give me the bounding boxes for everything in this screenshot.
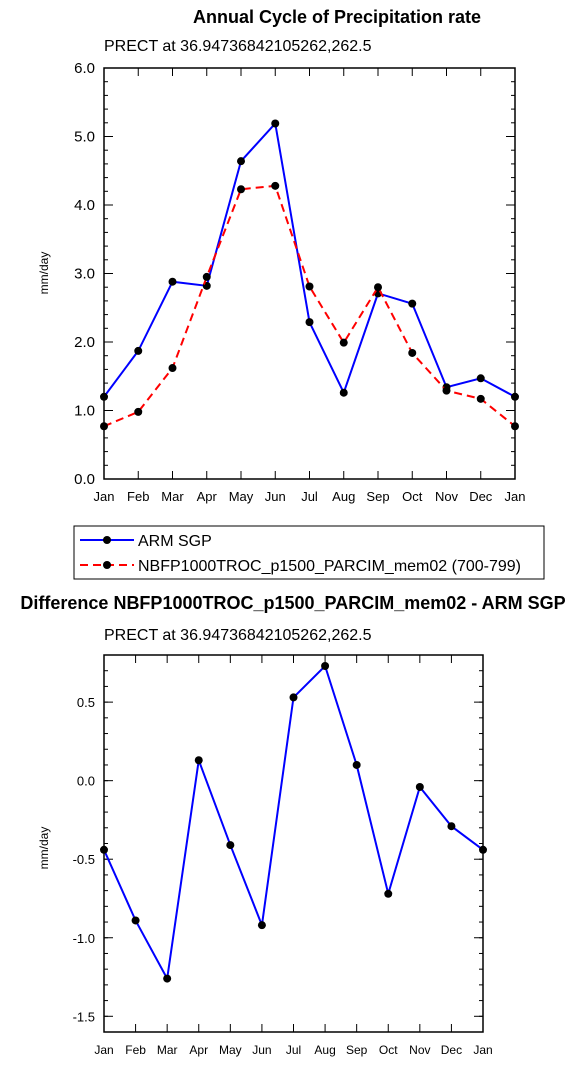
- x-tick-label: Apr: [197, 489, 218, 504]
- data-point: [237, 157, 245, 166]
- legend-marker-model: [103, 561, 111, 569]
- x-tick-label: May: [229, 489, 254, 504]
- data-point: [237, 185, 245, 194]
- y-tick-label: 0.5: [77, 695, 95, 710]
- x-tick-label: May: [219, 1043, 242, 1057]
- chart1-legend: ARM SGP NBFP1000TROC_p1500_PARCIM_mem02 …: [73, 525, 545, 580]
- data-point: [305, 282, 314, 291]
- x-tick-label: Oct: [402, 489, 423, 504]
- data-point: [134, 407, 143, 416]
- x-tick-label: Jan: [94, 489, 115, 504]
- chart1-plot-area: Jan Feb Mar Apr May Jun Jul Aug Sep Oct Nov Dec Jan0…: [74, 60, 525, 504]
- y-tick-label: -0.5: [73, 852, 95, 867]
- x-tick-label: Jul: [286, 1043, 301, 1057]
- x-tick-label: Oct: [379, 1043, 398, 1057]
- y-tick-label: 0.0: [77, 774, 95, 789]
- x-tick-label: Nov: [435, 489, 459, 504]
- y-tick-label: 2.0: [74, 334, 95, 351]
- data-point: [321, 661, 330, 670]
- x-tick-label: Jan: [505, 489, 526, 504]
- y-tick-label: 6.0: [74, 60, 95, 77]
- data-point: [374, 283, 382, 292]
- data-point: [476, 394, 485, 403]
- chart1-subtitle: PRECT at 36.94736842105262,262.5: [104, 38, 372, 55]
- x-tick-label: Mar: [161, 489, 184, 504]
- data-point: [511, 392, 519, 401]
- y-tick-label: 1.0: [74, 403, 95, 420]
- series-line-0: [103, 664, 484, 982]
- y-tick-label: 5.0: [74, 129, 95, 146]
- data-point: [271, 181, 280, 190]
- data-point: [447, 822, 456, 831]
- x-tick-label: Aug: [332, 489, 355, 504]
- x-tick-label: Dec: [469, 489, 493, 504]
- data-point: [202, 272, 211, 281]
- x-tick-label: Jan: [94, 1043, 113, 1057]
- x-tick-label: Jul: [301, 489, 318, 504]
- chart2-subtitle: PRECT at 36.94736842105262,262.5: [104, 627, 372, 644]
- data-point: [100, 392, 108, 401]
- data-point: [100, 422, 108, 431]
- chart2-ylabel: mm/day: [37, 827, 51, 870]
- data-point: [168, 277, 177, 286]
- data-point: [339, 388, 348, 397]
- x-tick-label: Sep: [366, 489, 389, 504]
- data-point: [339, 338, 348, 347]
- x-tick-label: Feb: [127, 489, 149, 504]
- legend-marker-arm-sgp: [103, 536, 111, 544]
- data-point: [226, 841, 235, 850]
- y-tick-label: 0.0: [74, 471, 95, 488]
- plot-frame: [103, 654, 484, 1033]
- data-point: [384, 889, 393, 898]
- series-line-0: [103, 121, 516, 398]
- legend-label-arm-sgp: ARM SGP: [138, 533, 212, 550]
- data-point: [511, 422, 519, 431]
- data-point: [168, 364, 177, 373]
- data-point: [305, 318, 314, 327]
- data-point: [100, 845, 108, 854]
- data-point: [163, 974, 172, 983]
- x-tick-label: Aug: [314, 1043, 335, 1057]
- x-tick-label: Nov: [409, 1043, 430, 1057]
- data-point: [408, 348, 417, 357]
- data-point: [257, 921, 266, 930]
- y-tick-label: -1.5: [73, 1009, 95, 1024]
- x-tick-label: Jun: [252, 1043, 271, 1057]
- data-point: [442, 386, 451, 395]
- data-point: [479, 845, 487, 854]
- legend-label-model: NBFP1000TROC_p1500_PARCIM_mem02 (700-799…: [138, 558, 521, 575]
- chart1-ylabel: mm/day: [37, 252, 51, 295]
- plot-frame: [103, 67, 516, 480]
- data-point: [271, 119, 280, 128]
- chart2-plot-area: Jan Feb Mar Apr May Jun Jul Aug Sep Oct Nov Dec Jan -…: [73, 654, 493, 1057]
- series-line-1: [103, 184, 516, 428]
- data-point: [352, 760, 361, 769]
- data-point: [408, 299, 417, 308]
- x-tick-label: Sep: [346, 1043, 368, 1057]
- x-tick-label: Jan: [473, 1043, 492, 1057]
- y-tick-label: -1.0: [73, 931, 95, 946]
- x-tick-label: Mar: [157, 1043, 178, 1057]
- x-tick-label: Apr: [189, 1043, 208, 1057]
- data-point: [476, 374, 485, 383]
- y-tick-label: 4.0: [74, 197, 95, 214]
- data-point: [134, 346, 143, 355]
- chart1-title: Annual Cycle of Precipitation rate: [193, 7, 481, 27]
- legend-box: [73, 525, 545, 580]
- x-tick-label: Dec: [441, 1043, 462, 1057]
- x-tick-label: Jun: [265, 489, 286, 504]
- data-point: [415, 782, 424, 791]
- x-tick-label: Feb: [125, 1043, 146, 1057]
- data-point: [194, 756, 203, 765]
- data-point: [289, 693, 298, 702]
- chart2-title: Difference NBFP1000TROC_p1500_PARCIM_mem…: [20, 593, 565, 613]
- y-tick-label: 3.0: [74, 266, 95, 283]
- data-point: [131, 916, 140, 925]
